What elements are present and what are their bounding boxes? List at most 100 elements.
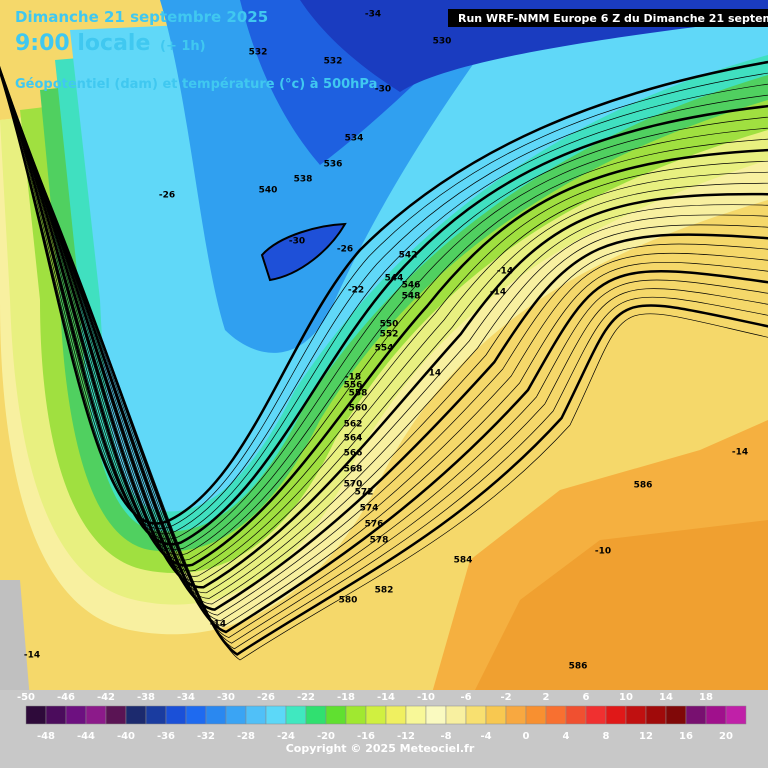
contour-label: 550 bbox=[380, 320, 399, 330]
color-swatch bbox=[265, 705, 287, 725]
color-swatch bbox=[625, 705, 647, 725]
color-swatch bbox=[545, 705, 567, 725]
contour-label: 586 bbox=[634, 481, 653, 491]
contour-line bbox=[0, 68, 768, 550]
contour-label: 562 bbox=[344, 420, 363, 430]
contour-label: 560 bbox=[349, 404, 368, 414]
colorbar-label: -44 bbox=[77, 731, 95, 742]
contour-label: 554 bbox=[375, 344, 394, 354]
colorbar-label: 12 bbox=[639, 731, 653, 742]
cold-pool bbox=[260, 222, 347, 282]
contour-line bbox=[11, 106, 768, 611]
contour-label: -14 bbox=[425, 369, 441, 379]
color-swatch bbox=[405, 705, 427, 725]
color-swatch bbox=[185, 705, 207, 725]
colorbar-label: 14 bbox=[659, 692, 673, 703]
colorbar-label: -36 bbox=[157, 731, 175, 742]
colorbar-label: -46 bbox=[57, 692, 75, 703]
contour-line bbox=[2, 77, 768, 572]
contour-line bbox=[20, 132, 768, 644]
contour-line bbox=[0, 69, 768, 561]
color-swatch bbox=[85, 705, 107, 725]
contour-label: 578 bbox=[370, 536, 389, 546]
contour-label: 530 bbox=[433, 37, 452, 47]
colorbar-label: -20 bbox=[317, 731, 335, 742]
colorbar-label: -18 bbox=[337, 692, 355, 703]
contour-line bbox=[10, 102, 768, 605]
contour-label: 558 bbox=[349, 389, 368, 399]
contour-label: 556 bbox=[344, 381, 363, 391]
contour-line bbox=[16, 119, 768, 627]
color-swatch bbox=[525, 705, 547, 725]
colorbar: -50 -46 -42 -38 -34 -30 -26 -22 -18 -14 -10 -6 -2 2 6 1… bbox=[17, 692, 747, 742]
color-swatch bbox=[725, 705, 747, 725]
subtitle: Géopotentiel (dam) et température (°c) à… bbox=[15, 77, 377, 92]
color-swatch bbox=[165, 705, 187, 725]
cold-region bbox=[160, 0, 520, 353]
contour-label: 586 bbox=[569, 662, 588, 672]
run-bg bbox=[448, 9, 768, 27]
color-swatch bbox=[345, 705, 367, 725]
contour-label: 574 bbox=[360, 504, 379, 514]
contour-line bbox=[0, 68, 768, 540]
color-swatch bbox=[285, 705, 307, 725]
contour-line bbox=[5, 89, 768, 589]
contour-line bbox=[5, 86, 768, 582]
offset: (+ 1h) bbox=[160, 39, 206, 54]
colorbar-label: -26 bbox=[257, 692, 275, 703]
contour-label: -14 bbox=[210, 620, 226, 630]
run-info: Run WRF-NMM Europe 6 Z du Dimanche 21 se… bbox=[458, 12, 768, 25]
colorbar-label: -8 bbox=[440, 731, 451, 742]
contour-label: 584 bbox=[454, 556, 473, 566]
colorbar-label: -48 bbox=[37, 731, 55, 742]
colorbar-label: 20 bbox=[719, 731, 733, 742]
color-swatch bbox=[205, 705, 227, 725]
contour-line bbox=[19, 128, 768, 638]
color-swatch bbox=[485, 705, 507, 725]
color-swatch bbox=[465, 705, 487, 725]
contour-label: -10 bbox=[595, 547, 611, 557]
contour-label: 542 bbox=[399, 251, 418, 261]
color-swatch bbox=[585, 705, 607, 725]
color-swatch bbox=[105, 705, 127, 725]
contour-line bbox=[14, 115, 768, 622]
contour-label: -14 bbox=[24, 651, 40, 661]
contour-line bbox=[0, 65, 768, 546]
contour-line bbox=[0, 73, 768, 567]
colorbar-label: -50 bbox=[17, 692, 35, 703]
contour-line bbox=[13, 111, 768, 616]
contour-label: 532 bbox=[249, 48, 268, 58]
color-swatch bbox=[25, 705, 47, 725]
contour-line bbox=[7, 94, 768, 594]
contour-label: 536 bbox=[324, 160, 343, 170]
color-swatch bbox=[645, 705, 667, 725]
contour-label: 544 bbox=[385, 274, 404, 284]
contour-label: 572 bbox=[355, 488, 374, 498]
color-swatch bbox=[65, 705, 87, 725]
color-swatch bbox=[685, 705, 707, 725]
contour-label: -34 bbox=[365, 10, 381, 20]
colorbar-label: 4 bbox=[563, 731, 570, 742]
date: Dimanche 21 septembre 2025 bbox=[15, 8, 268, 26]
contour-line bbox=[0, 68, 768, 556]
color-swatch bbox=[445, 705, 467, 725]
contour-label: -14 bbox=[490, 288, 506, 298]
contour-line bbox=[0, 69, 768, 529]
colorbar-label: -12 bbox=[397, 731, 415, 742]
colorbar-label: 18 bbox=[699, 692, 713, 703]
contour-label: -30 bbox=[289, 237, 305, 247]
contour-label: 576 bbox=[365, 520, 384, 530]
contour-label: 552 bbox=[380, 330, 399, 340]
contours bbox=[0, 60, 768, 661]
contour-label: -26 bbox=[337, 245, 353, 255]
out-of-domain bbox=[0, 580, 30, 700]
colorbar-label: -34 bbox=[177, 692, 195, 703]
colorbar-label: 10 bbox=[619, 692, 633, 703]
contour-line bbox=[3, 81, 768, 577]
contour-label: 532 bbox=[324, 57, 343, 67]
color-swatch bbox=[665, 705, 687, 725]
colorbar-label: -32 bbox=[197, 731, 215, 742]
colorbar-label: -38 bbox=[137, 692, 155, 703]
contour-labels: -34 532 532 530 -30 534 536 538 540 -26 -30 -26 542 5… bbox=[24, 10, 748, 672]
